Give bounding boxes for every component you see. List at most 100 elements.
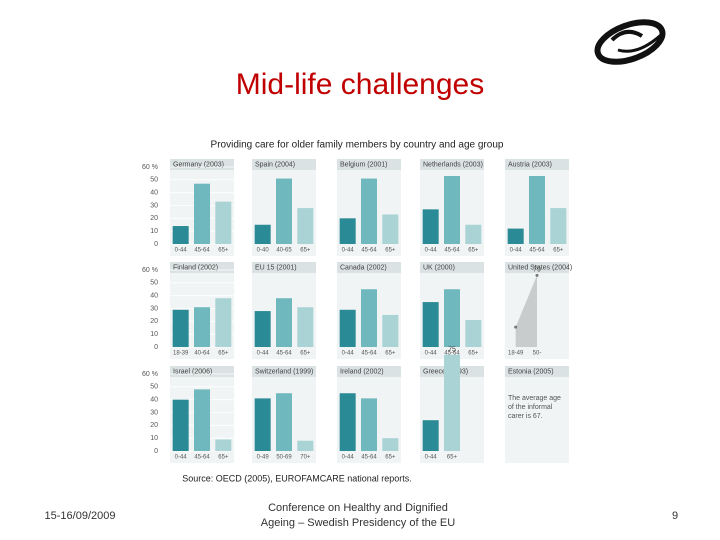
x-tick-label: 65+: [218, 455, 229, 461]
x-tick-label: 65+: [218, 248, 229, 254]
y-tick-label: 50: [150, 384, 158, 391]
panel-title: Estonia (2005): [508, 368, 554, 375]
bar: [215, 298, 232, 347]
panel-title: Spain (2004): [255, 161, 295, 168]
note-box: The average age of the informal carer is…: [508, 395, 561, 420]
x-tick-label: 45-64: [444, 248, 460, 254]
x-tick-label: 45-64: [529, 248, 545, 254]
y-tick-label: 40: [150, 397, 158, 404]
x-tick-label: 0-44: [342, 455, 355, 461]
y-tick-label: 0: [154, 241, 158, 248]
bar: [382, 438, 399, 451]
panel-header: [337, 366, 401, 377]
x-tick-label: 65+: [300, 351, 311, 357]
y-tick-label: 20: [150, 215, 158, 222]
panel-title: EU 15 (2001): [255, 264, 297, 271]
bar: [172, 399, 189, 451]
panel-header: [505, 366, 569, 377]
panel-header: [420, 159, 484, 170]
panel-background: [505, 368, 569, 463]
x-tick-label: 45-64: [361, 455, 377, 461]
bar: [276, 298, 292, 347]
x-tick-label: 40-65: [276, 248, 292, 254]
bar: [507, 228, 524, 244]
x-tick-label: 0-44: [257, 351, 270, 357]
bar: [297, 208, 314, 244]
x-tick-label: 40-64: [194, 351, 210, 357]
x-tick-label: 45-64: [194, 248, 210, 254]
bar: [276, 393, 292, 451]
x-tick-label: 0-49: [257, 455, 270, 461]
bar: [444, 289, 460, 347]
y-tick-label: 50: [150, 280, 158, 287]
panel-header: [170, 366, 234, 377]
y-tick-label: 0: [154, 344, 158, 351]
x-tick-label: 70+: [300, 455, 311, 461]
y-tick-label: 30: [150, 409, 158, 416]
bar: [297, 307, 314, 347]
x-tick-label: 0-44: [175, 248, 188, 254]
y-tick-label: 0: [154, 448, 158, 455]
x-tick-label: 45-64: [276, 351, 292, 357]
bar: [465, 320, 482, 347]
y-tick-label: 20: [150, 318, 158, 325]
x-tick-label: 45-64: [194, 455, 210, 461]
x-tick-label: 65+: [468, 248, 479, 254]
slide-title: Mid-life challenges: [236, 68, 484, 101]
panel-title: Netherlands (2003): [423, 161, 483, 168]
bar: [361, 398, 377, 451]
x-tick-label: 50-: [533, 351, 542, 357]
panel-header: [337, 262, 401, 273]
value-label: 75: [448, 347, 456, 354]
point: [514, 325, 518, 329]
bar: [550, 208, 567, 244]
bar: [465, 224, 482, 244]
x-tick-label: 0-44: [425, 455, 438, 461]
x-tick-label: 65+: [447, 455, 458, 461]
x-tick-label: 65+: [300, 248, 311, 254]
bar: [297, 440, 314, 451]
x-tick-label: 0-40: [257, 248, 270, 254]
y-tick-label: 60 %: [142, 267, 158, 274]
bar: [422, 302, 439, 347]
y-tick-label: 20: [150, 422, 158, 429]
bar: [361, 178, 377, 244]
bar: [382, 214, 399, 244]
x-tick-label: 50-69: [276, 455, 292, 461]
panel-title: Austria (2003): [508, 161, 552, 168]
panel-header: [252, 366, 316, 377]
bar: [254, 398, 271, 451]
panel-title: Belgium (2001): [340, 161, 387, 168]
bar: [422, 420, 439, 451]
bar: [339, 309, 356, 347]
bar: [444, 354, 460, 451]
x-tick-label: 0-44: [425, 351, 438, 357]
y-tick-label: 40: [150, 293, 158, 300]
y-tick-label: 40: [150, 190, 158, 197]
bar: [215, 201, 232, 244]
x-tick-label: 45-64: [361, 248, 377, 254]
panel-header: [505, 262, 569, 273]
bar: [194, 389, 210, 451]
y-tick-label: 30: [150, 305, 158, 312]
x-tick-label: 18-49: [508, 351, 524, 357]
x-tick-label: 65+: [218, 351, 229, 357]
panel-title: Canada (2002): [340, 264, 387, 271]
x-tick-label: 65+: [468, 351, 479, 357]
y-tick-label: 60 %: [142, 164, 158, 171]
bar: [382, 314, 399, 347]
value-label: 79: [533, 266, 541, 273]
footer-conference: Ageing – Swedish Presidency of the EU: [261, 517, 456, 529]
y-tick-label: 30: [150, 202, 158, 209]
footer-conference: Conference on Healthy and Dignified: [268, 502, 448, 514]
panel-title: Switzerland (1999): [255, 368, 313, 375]
panel-title: Finland (2002): [173, 264, 218, 271]
x-tick-label: 0-44: [175, 455, 188, 461]
area: [515, 275, 537, 347]
bar: [529, 175, 545, 244]
bar: [215, 439, 232, 451]
panel-header: [252, 159, 316, 170]
x-tick-label: 0-44: [342, 248, 355, 254]
note: The average age of the informal carer is…: [508, 395, 561, 420]
